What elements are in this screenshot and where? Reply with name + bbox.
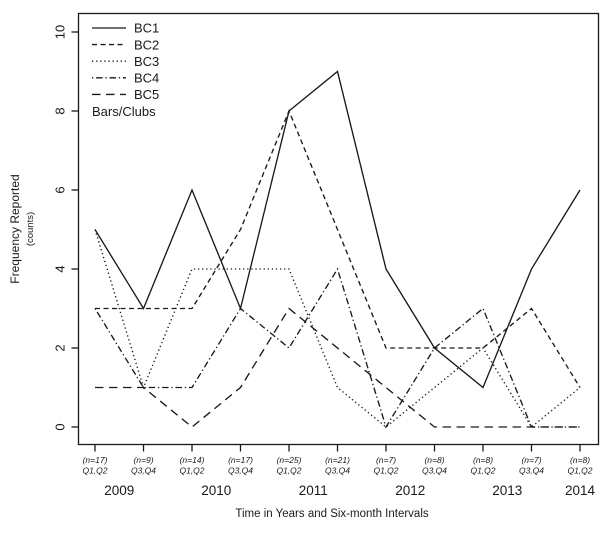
plot-border xyxy=(77,12,600,446)
legend-title: Bars/Clubs xyxy=(92,104,156,119)
x-tick-n-label: (n=8) xyxy=(473,455,493,465)
x-tick-n-label: (n=7) xyxy=(521,455,541,465)
data-series-lines xyxy=(94,70,581,429)
x-tick-quarter-label: Q1,Q2 xyxy=(470,466,495,476)
x-tick-quarter-label: Q3,Q4 xyxy=(228,466,253,476)
legend-label-BC5: BC5 xyxy=(134,87,159,102)
year-label: 2013 xyxy=(492,483,522,498)
year-label: 2009 xyxy=(104,483,134,498)
x-tick-n-label: (n=17) xyxy=(83,455,108,465)
x-tick-n-label: (n=21) xyxy=(325,455,350,465)
x-tick-quarter-label: Q1,Q2 xyxy=(276,466,301,476)
series-line-BC3 xyxy=(94,229,581,429)
legend-label-BC2: BC2 xyxy=(134,37,159,52)
x-axis-ticks: (n=17)Q1,Q2(n=9)Q3,Q4(n=14)Q1,Q2(n=17)Q3… xyxy=(82,444,596,498)
x-tick-quarter-label: Q1,Q2 xyxy=(373,466,398,476)
x-tick-quarter-label: Q1,Q2 xyxy=(567,466,592,476)
legend-label-BC1: BC1 xyxy=(134,21,159,36)
x-axis-title: Time in Years and Six-month Intervals xyxy=(235,508,428,520)
x-tick-quarter-label: Q3,Q4 xyxy=(519,466,544,476)
legend-label-BC3: BC3 xyxy=(134,54,159,69)
x-tick-quarter-label: Q3,Q4 xyxy=(131,466,156,476)
x-tick-n-label: (n=8) xyxy=(424,455,444,465)
x-tick-n-label: (n=14) xyxy=(180,455,205,465)
series-line-BC5 xyxy=(95,307,580,428)
y-axis-ticks: 0 2 4 6 8 10 xyxy=(53,25,79,431)
x-tick-n-label: (n=9) xyxy=(133,455,153,465)
x-tick-quarter-label: Q3,Q4 xyxy=(325,466,350,476)
y-axis-subtitle: (counts) xyxy=(25,212,36,246)
year-label: 2011 xyxy=(299,483,328,498)
y-tick-label: 0 xyxy=(53,423,68,430)
x-tick-quarter-label: Q1,Q2 xyxy=(179,466,204,476)
x-tick-quarter-label: Q3,Q4 xyxy=(422,466,447,476)
series-line-BC4 xyxy=(94,267,580,429)
year-label: 2014 xyxy=(565,483,596,498)
x-tick-quarter-label: Q1,Q2 xyxy=(82,466,107,476)
y-tick-label: 8 xyxy=(53,107,68,114)
y-tick-label: 4 xyxy=(53,265,68,272)
year-label: 2010 xyxy=(201,483,231,498)
y-tick-label: 10 xyxy=(53,25,68,39)
year-label: 2012 xyxy=(395,483,425,498)
x-tick-n-label: (n=7) xyxy=(376,455,396,465)
x-tick-n-label: (n=8) xyxy=(570,455,590,465)
y-axis-title: Frequency Reported xyxy=(8,174,22,283)
x-tick-n-label: (n=17) xyxy=(228,455,253,465)
y-tick-label: 6 xyxy=(53,186,68,193)
legend-label-BC4: BC4 xyxy=(134,70,159,85)
series-line-BC1 xyxy=(94,70,581,389)
x-tick-n-label: (n=25) xyxy=(277,455,302,465)
y-tick-label: 2 xyxy=(53,344,68,351)
